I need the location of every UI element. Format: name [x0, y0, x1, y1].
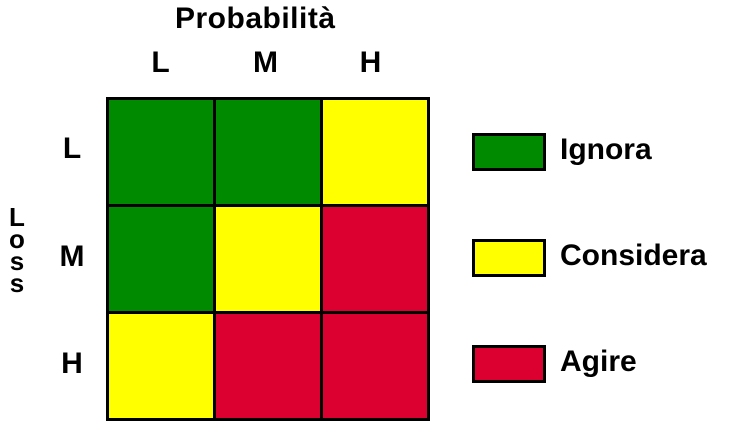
- legend-label-agire: Agire: [560, 345, 637, 378]
- column-header-h: H: [359, 46, 382, 79]
- column-header-m: M: [253, 46, 278, 79]
- row-axis-letter: L: [9, 202, 25, 232]
- matrix-cell-m-m: [216, 207, 320, 311]
- matrix-cell-l-l: [109, 100, 213, 204]
- legend-swatch-considera: [472, 239, 546, 277]
- legend-swatch-agire: [472, 345, 546, 383]
- matrix-cell-m-h: [323, 207, 427, 311]
- matrix-cell-h-l: [109, 314, 213, 418]
- row-header-m: M: [59, 240, 85, 273]
- row-axis-label: L o s s: [6, 202, 28, 298]
- risk-matrix-grid: [106, 97, 430, 421]
- legend-label-ignora: Ignora: [560, 133, 652, 166]
- legend-label-considera: Considera: [560, 239, 707, 272]
- row-header-l: L: [62, 132, 82, 165]
- row-axis-letter: s: [9, 246, 25, 276]
- matrix-cell-h-h: [323, 314, 427, 418]
- row-header-h: H: [61, 347, 83, 380]
- matrix-cell-l-m: [216, 100, 320, 204]
- legend-swatch-ignora: [472, 133, 546, 171]
- matrix-cell-l-h: [323, 100, 427, 204]
- column-header-l: L: [151, 46, 170, 79]
- matrix-cell-h-m: [216, 314, 320, 418]
- matrix-cell-m-l: [109, 207, 213, 311]
- chart-title: Probabilità: [175, 2, 336, 35]
- row-axis-letter: o: [9, 224, 25, 254]
- row-axis-letter: s: [9, 268, 25, 298]
